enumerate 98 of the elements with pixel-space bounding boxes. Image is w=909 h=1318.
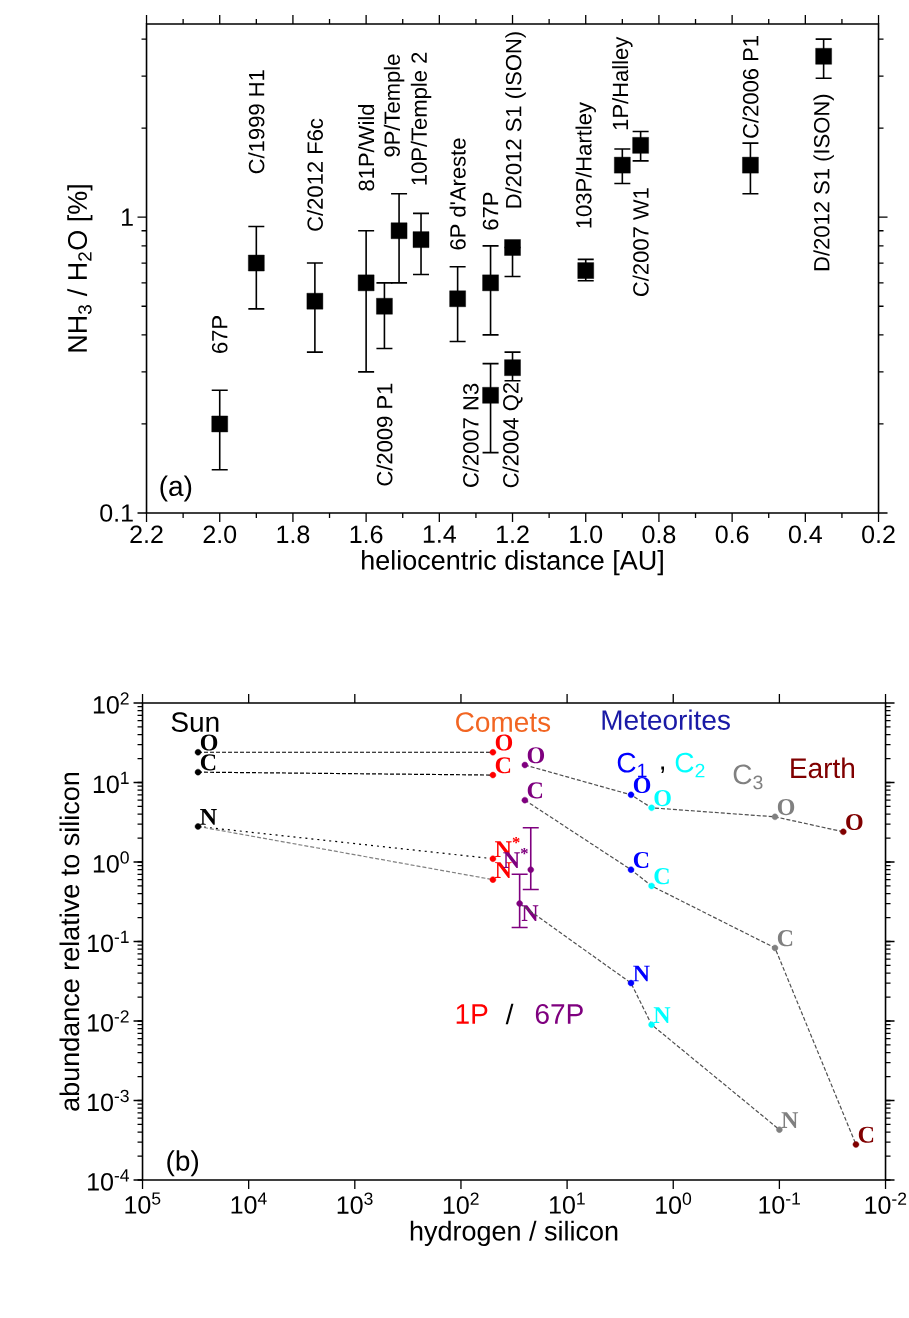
series-label: C$_{1}$ [618, 752, 647, 778]
data-label: O [654, 790, 672, 807]
data-label: N [653, 1007, 671, 1023]
annotation: C/2006 P1 [742, 36, 759, 138]
annotation: D/2012 S1 (ISON) [813, 94, 835, 271]
text: 67P [536, 1004, 584, 1024]
point [248, 254, 265, 272]
x-tick-label: 10$^{-1}$ [759, 1192, 801, 1214]
data-label: C [634, 851, 649, 868]
y-axis-title: abundance relative to silicon [59, 772, 80, 1111]
annotation: Meteorites [602, 709, 731, 730]
data-label: C [527, 782, 543, 799]
x-tick-label: 0.2 [862, 525, 895, 544]
point [449, 290, 467, 307]
annotation: C/2009 P1 [376, 383, 393, 486]
series-label: C$_{2}$ [675, 752, 705, 778]
x-tick-label: 1.6 [350, 525, 383, 544]
x-tick-label: 0.6 [715, 525, 749, 544]
annotation: 67P [483, 192, 499, 230]
point [614, 156, 631, 174]
annotation: D/2012 S1 (ISON) [505, 32, 527, 208]
annotation: 6P d'Areste [449, 138, 466, 250]
x-tick-label: 10$^{1}$ [550, 1192, 585, 1214]
annotation: / [505, 1003, 514, 1025]
annotation: (b) [167, 1150, 199, 1177]
legend-label: Sun [171, 712, 219, 732]
text: 1P [456, 1004, 488, 1024]
point [577, 262, 595, 279]
annotation: 103P/Hartley [575, 102, 597, 228]
data-label: C [201, 754, 216, 771]
annotation: 81P/Wild [358, 104, 375, 191]
annotation: , [661, 766, 665, 774]
y-tick-label: 1 [122, 208, 134, 226]
y-tick-label: 10$^{-2}$ [88, 1010, 129, 1032]
data-label: N [522, 905, 539, 921]
annotation: C/2007 W1 [632, 188, 649, 297]
data-label: O [778, 799, 795, 816]
point [211, 415, 229, 433]
x-tick-label: 0.4 [789, 525, 823, 544]
point [413, 231, 430, 248]
point [391, 222, 408, 239]
data-label: C [654, 868, 670, 885]
data-label: C [778, 930, 793, 947]
annotation: C/2004 Q2 [502, 383, 523, 488]
point [358, 274, 375, 292]
x-tick-label: 10$^{4}$ [231, 1192, 267, 1214]
point [632, 137, 650, 154]
y-tick-label: 10$^{0}$ [94, 851, 130, 873]
y-tick-label: 10$^{-4}$ [88, 1169, 130, 1191]
annotation: Comets [456, 712, 551, 732]
data-label: O [496, 734, 513, 751]
annotation: 67P [212, 316, 228, 353]
annotation: C/2012 F6c [307, 118, 324, 231]
data-label: N [633, 965, 650, 982]
x-axis-title: hydrogen / silicon [411, 1220, 618, 1246]
series-label: C$_{3}$ [733, 764, 763, 790]
x-tick-label: 2.0 [203, 525, 237, 544]
x-tick-label: 10$^{0}$ [656, 1192, 692, 1214]
x-tick-label: 10$^{3}$ [337, 1192, 373, 1214]
x-tick-label: 1.0 [570, 525, 603, 544]
point [742, 156, 759, 174]
data-label: O [201, 734, 218, 751]
annotation: 9P/Temple [384, 54, 405, 157]
point [504, 359, 521, 376]
data-label: N [781, 1112, 799, 1128]
point [504, 239, 521, 256]
annotation: (a) [160, 475, 192, 502]
x-tick-label: 10$^{2}$ [444, 1192, 479, 1214]
annotation: 1P/Halley [612, 36, 633, 130]
x-tick-label: 0.8 [642, 525, 676, 544]
point [815, 48, 833, 65]
annotation: C/1999 H1 [248, 70, 265, 174]
data-label: O [634, 776, 651, 794]
annotation: C/2007 N3 [462, 383, 479, 487]
x-tick-label: 10$^{5}$ [125, 1192, 161, 1214]
x-tick-label: 10$^{-2}$ [865, 1192, 907, 1214]
data-label: C [496, 757, 511, 774]
point [482, 387, 499, 404]
annotation: 10P/Temple 2 [411, 52, 432, 185]
x-axis-title: heliocentric distance [AU] [362, 550, 664, 576]
x-tick-label: 2.2 [130, 525, 163, 543]
x-tick-label: 1.4 [424, 525, 457, 543]
y-tick-label: 10$^{2}$ [94, 692, 129, 714]
data-label: O [527, 747, 545, 764]
data-label: C [859, 1126, 874, 1143]
point [482, 274, 499, 292]
point [306, 293, 324, 310]
x-tick-label: 1.2 [497, 525, 529, 543]
data-label: N [200, 809, 217, 825]
x-tick-label: 1.8 [277, 525, 310, 544]
data-label: O [846, 813, 863, 831]
y-tick-label: 10$^{-3}$ [88, 1089, 129, 1112]
y-tick-label: 10$^{1}$ [94, 771, 129, 794]
point [376, 298, 393, 315]
y-tick-label: 10$^{-1}$ [88, 930, 129, 953]
y-tick-label: 0.1 [100, 504, 134, 522]
series-label: Earth [791, 757, 855, 779]
y-axis-title: NH$_{3}$ / H$_{2}$O [%] [67, 185, 93, 352]
